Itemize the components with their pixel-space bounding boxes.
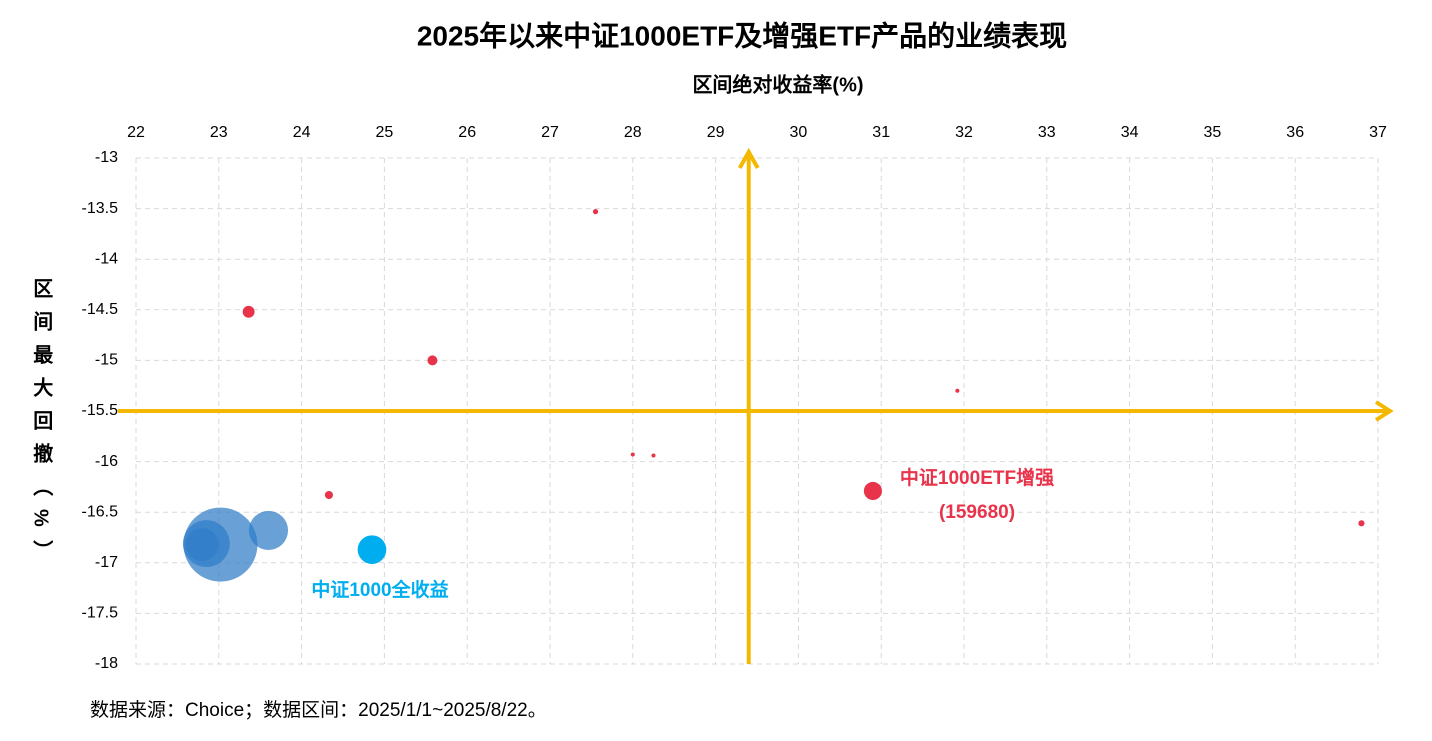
chart-title: 2025年以来中证1000ETF及增强ETF产品的业绩表现	[417, 19, 1067, 51]
x-tick-label: 29	[707, 124, 725, 141]
x-tick-label: 32	[955, 124, 973, 141]
bubble	[324, 490, 333, 500]
y-tick-label: -18	[95, 655, 118, 672]
y-tick-label: -15.5	[82, 402, 119, 419]
source-note: 数据来源：Choice；数据区间：2025/1/1~2025/8/22。	[90, 699, 547, 721]
x-tick-label: 33	[1038, 124, 1056, 141]
bubble	[357, 535, 387, 564]
x-tick-label: 22	[127, 124, 145, 141]
y-tick-label: -16.5	[82, 503, 119, 520]
x-tick-label: 25	[376, 124, 394, 141]
x-axis-label: 区间绝对收益率(%)	[692, 72, 863, 96]
x-tick-label: 34	[1121, 124, 1139, 141]
x-tick-label: 37	[1369, 124, 1387, 141]
arrow-head	[737, 147, 760, 169]
y-tick-label: -14	[95, 250, 118, 267]
bubble	[242, 305, 255, 318]
x-tick-label: 26	[458, 124, 476, 141]
bubble	[863, 481, 882, 501]
y-axis-label: 区间最大回撤（%）	[30, 278, 53, 573]
x-tick-label: 27	[541, 124, 559, 141]
bubble	[427, 355, 438, 366]
x-tick-label: 23	[210, 124, 228, 141]
x-tick-label: 35	[1204, 124, 1222, 141]
bubble	[1358, 520, 1365, 527]
x-tick-label: 30	[790, 124, 808, 141]
x-tick-label: 24	[293, 124, 311, 141]
annotation: 中证1000ETF增强	[900, 466, 1054, 489]
x-tick-label: 36	[1286, 124, 1304, 141]
y-tick-label: -17	[95, 554, 118, 571]
y-tick-label: -13.5	[82, 200, 119, 217]
bubble	[651, 453, 656, 458]
y-tick-label: -15	[95, 352, 118, 369]
bubble	[248, 510, 289, 550]
x-tick-label: 28	[624, 124, 642, 141]
bubble	[592, 209, 599, 215]
y-tick-label: -13	[95, 149, 118, 166]
bubble	[955, 388, 960, 393]
x-tick-label: 31	[872, 124, 890, 141]
y-tick-label: -14.5	[82, 301, 119, 318]
bubble	[630, 452, 635, 457]
bubble	[185, 528, 219, 562]
y-tick-label: -16	[95, 453, 118, 470]
arrow-head	[1374, 400, 1394, 422]
y-tick-label: -17.5	[82, 605, 119, 622]
annotation: 中证1000全收益	[311, 578, 448, 601]
annotation: (159680)	[939, 502, 1015, 523]
